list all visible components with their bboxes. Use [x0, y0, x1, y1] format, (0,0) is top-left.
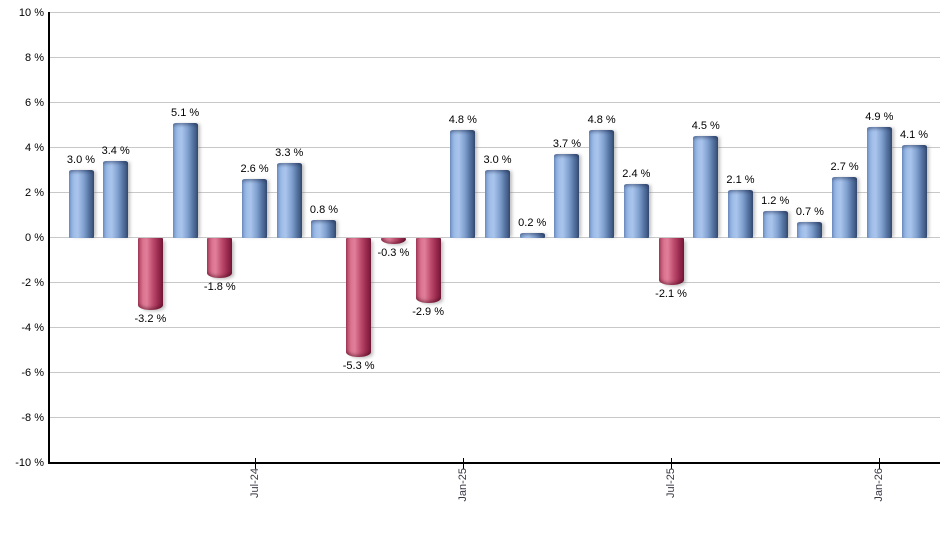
- bar-positive: [172, 122, 198, 238]
- bar-positive: [485, 170, 511, 238]
- x-tick: [879, 457, 881, 469]
- bar-positive: [103, 161, 129, 238]
- gridline: [50, 417, 940, 418]
- bar-positive: [311, 219, 337, 238]
- bar-positive: [242, 179, 268, 238]
- y-axis-tick-label: 0 %: [25, 231, 44, 244]
- gridline: [50, 237, 940, 238]
- bar-positive: [68, 170, 94, 238]
- bar-value-label: 5.1 %: [171, 106, 200, 119]
- bar-value-label: 3.3 %: [275, 147, 304, 160]
- x-tick: [254, 457, 256, 469]
- bar-positive: [832, 176, 858, 238]
- bar-positive: [762, 210, 788, 238]
- bar-value-label: 3.0 %: [66, 154, 96, 166]
- bar-negative: [137, 237, 163, 310]
- bar-positive: [450, 129, 476, 238]
- bar-value-label: -1.8 %: [203, 281, 236, 293]
- x-tick: [671, 457, 673, 469]
- x-tick-label: Jan-26: [873, 468, 886, 502]
- bar-positive: [866, 127, 892, 238]
- bar-positive: [901, 145, 927, 238]
- x-axis-line: [48, 462, 940, 464]
- bar-value-label: -2.9 %: [412, 305, 444, 318]
- y-axis-tick-label: 6 %: [25, 96, 44, 109]
- x-tick-label: Jan-25: [456, 468, 469, 502]
- y-axis-tick-label: 8 %: [25, 51, 44, 64]
- x-tick: [462, 457, 464, 469]
- bar-value-label: 3.7 %: [552, 138, 581, 151]
- bar-value-label: 2.4 %: [622, 167, 651, 180]
- bar-value-label: 1.2 %: [761, 194, 790, 207]
- bar-value-label: -0.3 %: [377, 247, 410, 260]
- y-axis-line: [48, 11, 50, 464]
- gridline: [50, 57, 940, 58]
- bar-value-label: 4.8 %: [587, 113, 616, 126]
- y-axis-tick-label: 10 %: [18, 6, 44, 19]
- bar-positive: [693, 136, 719, 238]
- bar-value-label: 0.7 %: [795, 205, 824, 218]
- bar-value-label: 4.9 %: [865, 111, 894, 124]
- bar-positive: [519, 233, 545, 238]
- y-axis-tick-label: -2 %: [21, 276, 44, 289]
- x-tick-label: Jul-25: [665, 468, 678, 498]
- bar-negative: [207, 237, 233, 278]
- bar-positive: [554, 154, 580, 238]
- bar-value-label: 4.5 %: [691, 120, 720, 133]
- bar-negative: [346, 237, 372, 357]
- bar-positive: [797, 221, 823, 238]
- gridline: [50, 372, 940, 373]
- y-axis-tick-label: 4 %: [25, 141, 44, 154]
- bar-positive: [589, 129, 615, 238]
- gridline: [50, 327, 940, 328]
- bar-value-label: 4.8 %: [448, 113, 477, 126]
- y-axis-tick-label: -4 %: [21, 321, 44, 334]
- y-axis-tick-label: -8 %: [21, 411, 44, 424]
- bar-negative: [658, 237, 684, 285]
- bar-value-label: 0.2 %: [518, 217, 547, 229]
- bar-positive: [727, 190, 753, 238]
- gridline: [50, 147, 940, 148]
- gridline: [50, 282, 940, 283]
- y-axis-tick-label: -6 %: [21, 366, 44, 379]
- gridline: [50, 102, 940, 103]
- bar-value-label: 2.7 %: [830, 160, 859, 173]
- bar-value-label: 2.6 %: [240, 163, 269, 175]
- bar-value-label: 3.4 %: [101, 145, 130, 157]
- bar-negative: [380, 237, 406, 245]
- bar-value-label: 4.1 %: [899, 129, 929, 142]
- bar-value-label: -3.2 %: [134, 312, 167, 325]
- bar-negative: [415, 237, 441, 303]
- bar-value-label: 0.8 %: [309, 203, 339, 216]
- bar-value-label: 3.0 %: [483, 154, 512, 166]
- bar-value-label: 2.1 %: [726, 174, 755, 187]
- x-tick-label: Jul-24: [248, 468, 261, 498]
- y-axis-tick-label: -10 %: [15, 456, 44, 469]
- gridline: [50, 12, 940, 13]
- bar-positive: [276, 163, 302, 238]
- y-axis-tick-label: 2 %: [25, 186, 44, 199]
- bar-value-label: -2.1 %: [655, 287, 687, 300]
- bar-value-label: -5.3 %: [342, 359, 375, 372]
- bar-positive: [623, 183, 649, 238]
